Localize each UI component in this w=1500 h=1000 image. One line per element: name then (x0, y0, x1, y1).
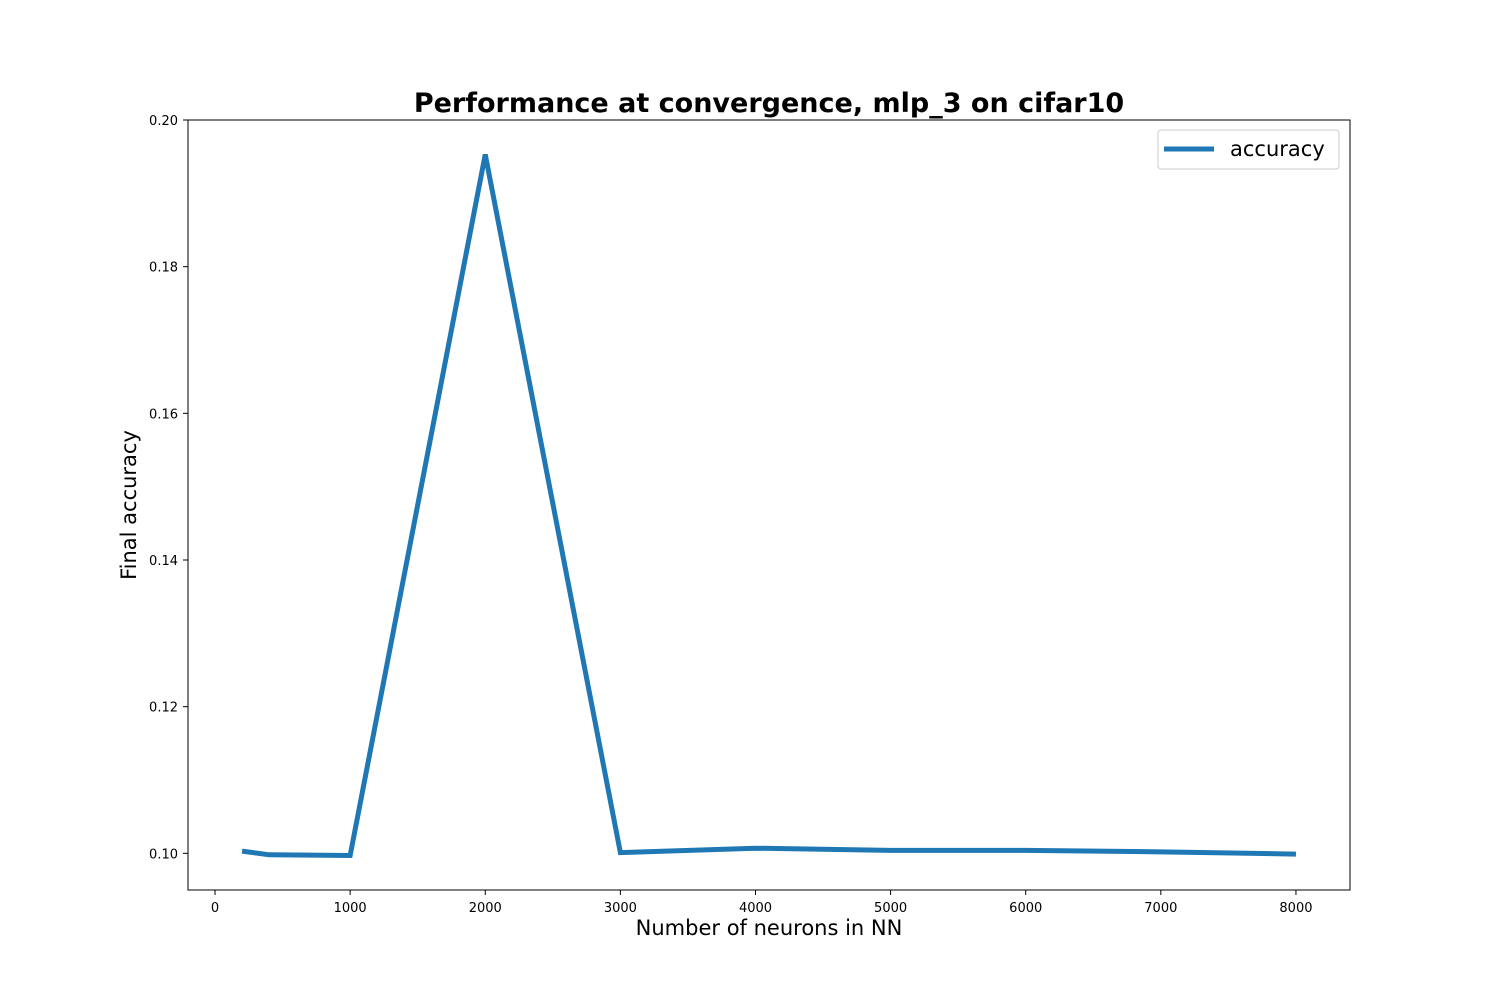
legend: accuracy (1157, 129, 1340, 170)
y-axis-label: Final accuracy (117, 430, 141, 580)
y-tick-label: 0.16 (149, 407, 178, 422)
x-tick-label: 6000 (1009, 901, 1042, 916)
x-tick-label: 2000 (469, 901, 502, 916)
x-axis-label: Number of neurons in NN (636, 916, 903, 940)
y-axis-ticks: 0.10 0.12 0.14 0.16 0.18 0.20 (149, 114, 188, 862)
plot-frame (187, 119, 1351, 891)
x-tick-label: 0 (211, 901, 219, 916)
series-line-accuracy (241, 153, 1296, 859)
y-tick-label: 0.10 (149, 847, 178, 862)
x-tick-label: 3000 (604, 901, 637, 916)
x-tick-label: 4000 (739, 901, 772, 916)
x-tick-label: 8000 (1279, 901, 1312, 916)
legend-box (1157, 129, 1340, 170)
legend-label-accuracy: accuracy (1230, 137, 1325, 161)
x-tick-label: 5000 (874, 901, 907, 916)
y-tick-label: 0.20 (149, 114, 178, 129)
y-tick-label: 0.12 (149, 701, 178, 716)
x-tick-label: 7000 (1144, 901, 1177, 916)
y-tick-label: 0.14 (149, 554, 178, 569)
x-axis-ticks: 0 1000 2000 3000 4000 5000 6000 7000 8000 (211, 890, 1313, 916)
chart-title: Performance at convergence, mlp_3 on cif… (414, 88, 1124, 119)
x-tick-label: 1000 (334, 901, 367, 916)
series-layer (241, 153, 1296, 859)
y-tick-label: 0.18 (149, 261, 178, 276)
